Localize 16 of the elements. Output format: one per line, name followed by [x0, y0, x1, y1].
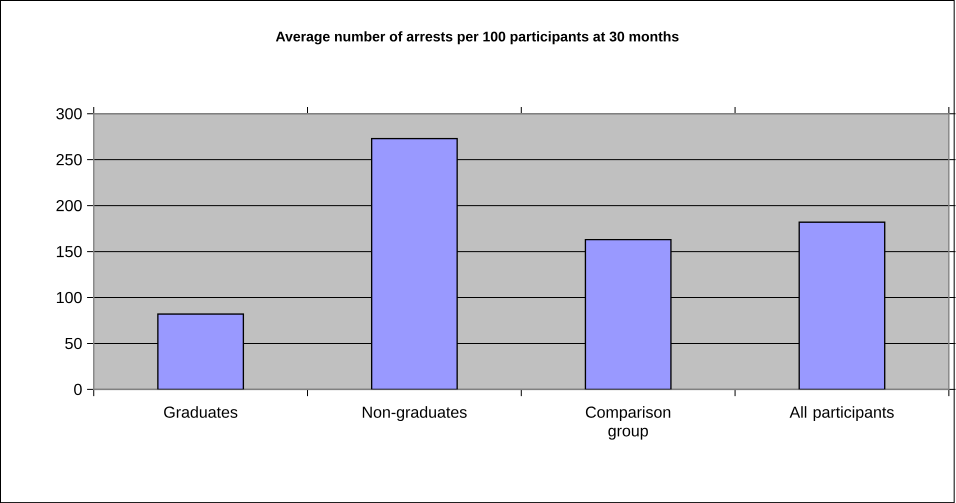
- bar: [370, 138, 458, 390]
- bar: [798, 221, 886, 390]
- y-tick-label: 200: [56, 200, 82, 212]
- y-tick-label: 100: [56, 292, 82, 304]
- y-tick-label: 250: [56, 154, 82, 166]
- chart-title: Average number of arrests per 100 participants at 30 months: [276, 31, 679, 44]
- y-tick-label: 50: [65, 338, 82, 350]
- x-tick-label: Graduates: [164, 406, 238, 418]
- bar: [584, 238, 672, 390]
- y-tick-label: 150: [56, 246, 82, 258]
- x-tick-label: All participants: [790, 406, 894, 421]
- x-tick-label: Comparison group: [586, 406, 670, 440]
- y-tick-label: 0: [74, 384, 82, 396]
- bar: [157, 313, 244, 390]
- x-tick-label: Non-graduates: [362, 406, 467, 421]
- y-tick-label: 300: [56, 108, 82, 120]
